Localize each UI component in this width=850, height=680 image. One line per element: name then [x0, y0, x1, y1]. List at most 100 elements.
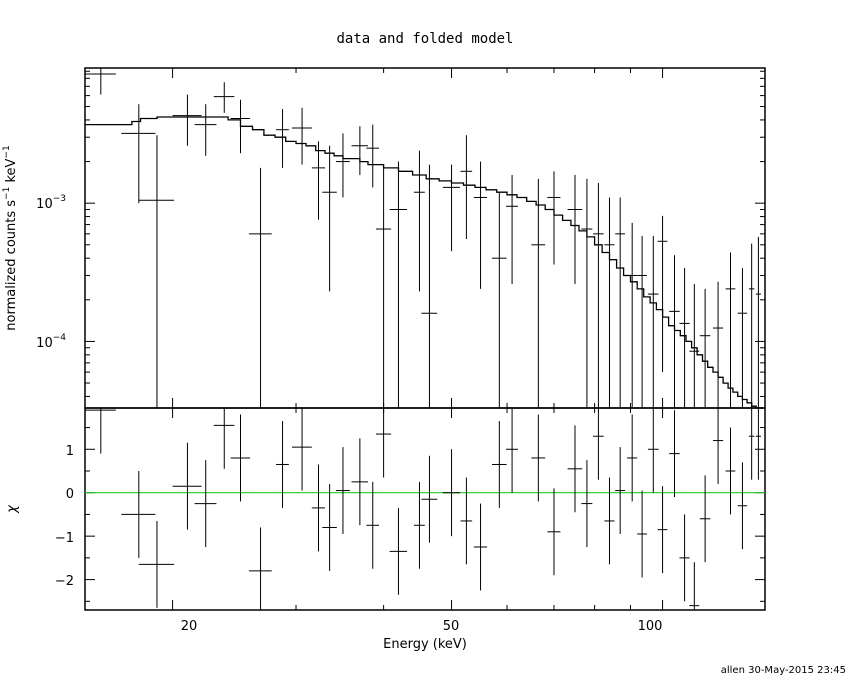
y-tick-label-1: 1 [66, 444, 74, 459]
data-point [85, 68, 116, 95]
residual-point [567, 425, 583, 513]
y-tick-exponent: −3 [53, 194, 66, 204]
data-point [637, 235, 647, 408]
residual-point [604, 477, 615, 565]
data-point [276, 108, 289, 168]
data-point [755, 236, 762, 408]
y-label-sup2: −1 [2, 145, 12, 158]
residual-point [442, 449, 460, 537]
data-point [421, 164, 438, 408]
data-point [442, 164, 460, 252]
data-point [748, 243, 755, 408]
data-point [725, 252, 736, 408]
residual-point [389, 507, 408, 595]
data-point [506, 174, 519, 285]
residual-point [755, 408, 762, 480]
data-point [567, 174, 583, 285]
residual-panel: 1 0 −1 −2 χ [5, 407, 766, 611]
data-point [593, 182, 604, 408]
data-point [581, 178, 593, 408]
residual-plot-frame [84, 407, 766, 611]
chart-title: data and folded model [336, 31, 513, 47]
residual-point [291, 408, 312, 491]
y-tick-exponent: −4 [53, 333, 67, 343]
data-point [460, 135, 473, 240]
residual-point [531, 414, 546, 502]
y-label-mid: keV [4, 158, 19, 186]
residual-point [375, 408, 392, 478]
residual-point [581, 460, 593, 548]
residual-point [627, 414, 638, 502]
residual-point [85, 408, 116, 454]
data-point [366, 124, 380, 188]
data-point [248, 167, 272, 408]
residual-point [322, 484, 337, 571]
residual-point [351, 438, 368, 526]
residual-point [547, 488, 561, 576]
data-point [375, 167, 392, 408]
data-point [335, 133, 350, 198]
data-point [531, 178, 546, 408]
residual-point [172, 442, 202, 530]
data-series [85, 68, 762, 408]
residual-point [230, 414, 251, 502]
spectrum-y-tick-labels: 10−3 10−4 [36, 194, 66, 351]
data-point [627, 222, 638, 408]
residual-point [213, 408, 235, 469]
y-tick-label-0: 0 [66, 487, 74, 502]
residual-point [647, 408, 659, 493]
data-point [491, 192, 507, 408]
x-tick-label-20: 20 [181, 619, 198, 634]
spectrum-y-axis-label: normalized counts s−1 keV−1 [2, 145, 19, 330]
residual-point [615, 447, 626, 534]
residual-point [414, 481, 425, 569]
y-tick-label-minus-1: −1 [55, 531, 74, 546]
data-point [647, 235, 659, 408]
residual-point [276, 421, 289, 508]
x-tick-label-50: 50 [443, 619, 460, 634]
residual-point [335, 447, 350, 534]
data-point [230, 99, 251, 154]
data-point [291, 107, 312, 165]
residual-point [194, 460, 217, 548]
residual-point [669, 410, 680, 498]
data-point [679, 267, 690, 408]
data-point [121, 104, 156, 204]
residual-series [85, 408, 762, 610]
residual-point [366, 481, 380, 569]
data-point [712, 281, 724, 408]
residual-point [121, 470, 156, 558]
data-point [322, 145, 337, 292]
y-tick-label-minus-2: −2 [55, 574, 74, 589]
x-tick-labels: 20 50 100 [181, 619, 663, 634]
x-tick-label-100: 100 [638, 619, 663, 634]
residual-point [491, 421, 507, 508]
data-point [604, 197, 615, 408]
residual-y-axis-label: χ [5, 504, 20, 514]
spectrum-panel: 10−3 10−4 normalized counts s−1 keV−1 [2, 67, 766, 409]
residual-point [689, 562, 700, 610]
y-label-main: normalized counts s [4, 200, 19, 331]
residual-point [679, 514, 690, 602]
data-point [389, 161, 408, 408]
residual-point [593, 408, 604, 480]
data-point [414, 150, 425, 292]
residual-point [473, 503, 488, 591]
residual-point [712, 408, 724, 485]
data-point [194, 104, 217, 156]
data-point [689, 284, 700, 408]
residual-point [725, 427, 736, 515]
y-tick-base: 10 [36, 197, 53, 212]
data-point [473, 161, 488, 289]
data-point [737, 267, 748, 408]
data-point [669, 255, 680, 408]
y-label-sup1: −1 [2, 187, 12, 200]
residual-point [248, 527, 272, 610]
y-tick-base: 10 [36, 336, 53, 351]
y-tick-label-1e-3: 10−3 [36, 194, 66, 212]
data-point [351, 126, 368, 175]
footer-timestamp: allen 30-May-2015 23:45 [721, 665, 846, 676]
residual-point [748, 408, 755, 480]
y-tick-label-1e-4: 10−4 [36, 333, 66, 351]
